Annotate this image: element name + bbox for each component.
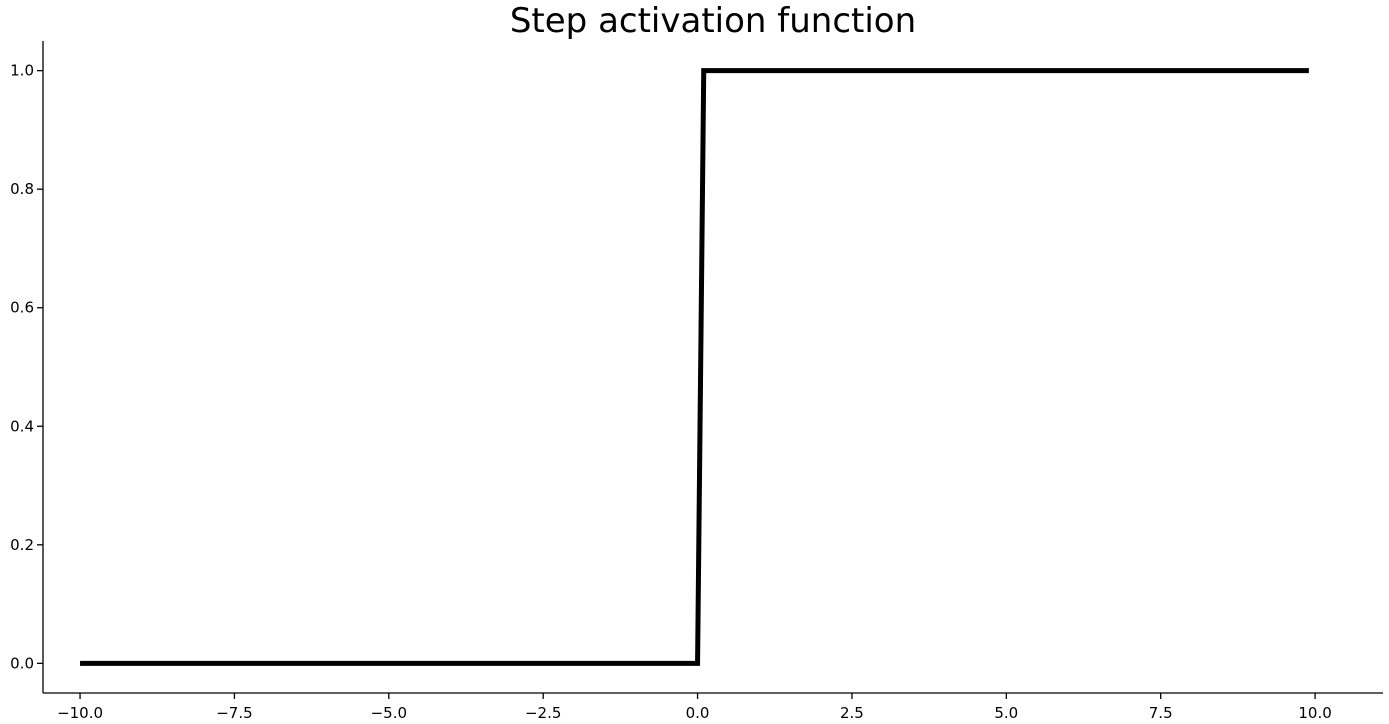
y-axis-ticks: 0.0 0.2 0.4 0.6 0.8 1.0: [10, 62, 43, 672]
x-tick-label: 2.5: [840, 704, 864, 722]
series-layer: [80, 68, 1309, 666]
y-tick-label: 0.8: [10, 180, 34, 198]
y-tick-label: 0.6: [10, 299, 34, 317]
y-tick-label: 0.0: [10, 654, 34, 672]
chart-title: Step activation function: [510, 1, 916, 41]
y-tick-label: 0.4: [10, 417, 34, 435]
x-tick-label: −10.0: [57, 704, 103, 722]
x-tick-label: 5.0: [994, 704, 1018, 722]
x-tick-label: 7.5: [1149, 704, 1173, 722]
x-tick-label: −7.5: [216, 704, 252, 722]
x-axis-ticks: −10.0 −7.5 −5.0 −2.5 0.0 2.5 5.0 7.5 10.0: [57, 693, 1332, 722]
x-tick-label: 0.0: [686, 704, 710, 722]
y-tick-label: 0.2: [10, 536, 34, 554]
y-tick-label: 1.0: [10, 62, 34, 80]
step-series-line: [80, 68, 1309, 666]
x-tick-label: 10.0: [1298, 704, 1331, 722]
x-tick-label: −5.0: [371, 704, 407, 722]
x-tick-label: −2.5: [525, 704, 561, 722]
